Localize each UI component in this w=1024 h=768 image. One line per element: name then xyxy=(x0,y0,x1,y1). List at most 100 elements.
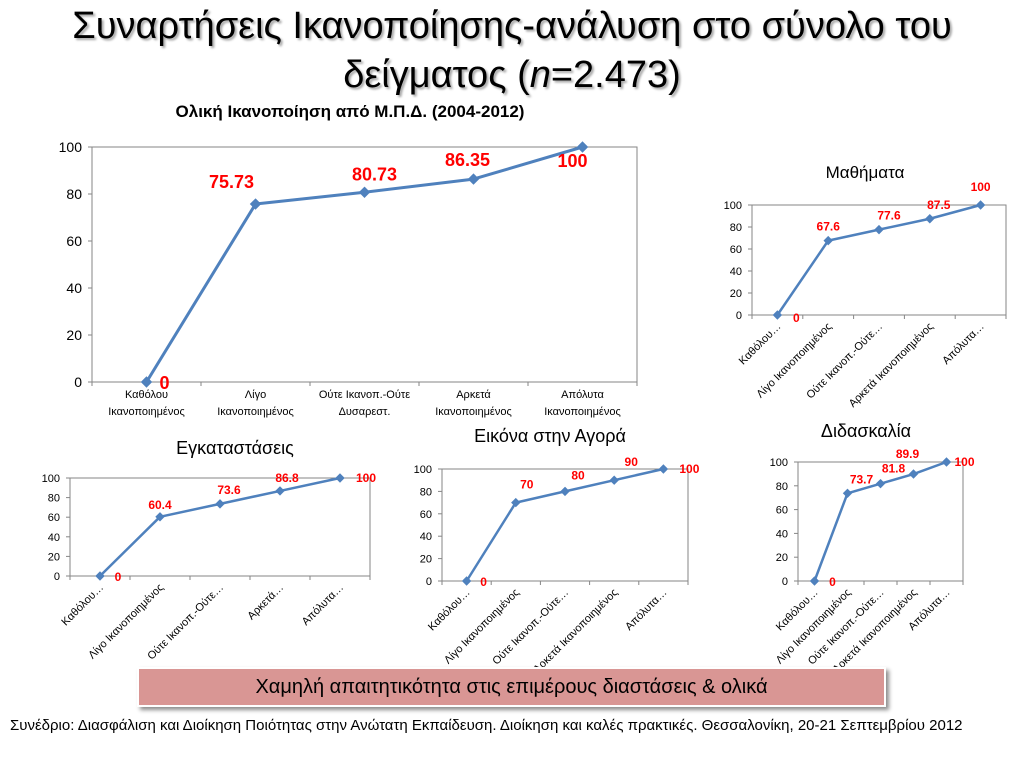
conference-footer: Συνέδριο: Διασφάλιση και Διοίκηση Ποιότη… xyxy=(10,717,963,734)
y-tick-label: 60 xyxy=(730,244,742,256)
data-point-marker xyxy=(874,224,884,235)
y-tick-label: 20 xyxy=(66,327,82,343)
y-tick-label: 40 xyxy=(420,531,432,543)
data-label: 87.5 xyxy=(927,198,951,212)
x-category-label: Απόλυτα Ικανοποιημένος xyxy=(544,389,621,418)
chart-title: Μαθήματα xyxy=(826,163,905,182)
data-point-marker xyxy=(155,512,165,522)
y-tick-label: 100 xyxy=(414,464,432,476)
y-tick-label: 100 xyxy=(724,200,742,212)
data-label: 77.6 xyxy=(877,209,901,223)
x-category-label: Αρκετά… xyxy=(245,582,286,623)
data-label: 80 xyxy=(571,468,585,482)
data-label: 80.73 xyxy=(352,164,397,184)
data-label: 0 xyxy=(793,311,800,325)
y-tick-label: 100 xyxy=(770,457,788,469)
data-point-marker xyxy=(467,173,480,185)
conclusion-banner: Χαμηλή απαιτητικότητα στις επιμέρους δια… xyxy=(137,667,886,707)
slide-title-line2-post: =2.473) xyxy=(550,54,681,96)
x-category-label: Καθόλου… xyxy=(59,582,106,629)
data-point-marker xyxy=(609,475,619,485)
slide-title-line1: Συναρτήσεις Ικανοποίησης-ανάλυση στο σύν… xyxy=(72,5,952,47)
data-label: 70 xyxy=(520,478,534,492)
data-point-marker xyxy=(823,235,833,246)
x-category-label: Αρκετά Ικανοποιημένος xyxy=(847,321,936,410)
data-point-marker xyxy=(249,198,262,210)
data-label: 81.8 xyxy=(882,462,906,476)
slide-title-line2-pre: δείγματος ( xyxy=(343,54,530,96)
y-tick-label: 20 xyxy=(48,551,60,563)
y-tick-label: 60 xyxy=(66,233,82,249)
data-point-marker xyxy=(941,457,952,467)
y-tick-label: 20 xyxy=(776,552,788,564)
y-tick-label: 80 xyxy=(776,481,788,493)
slide-title-n: n xyxy=(529,54,551,96)
data-label: 89.9 xyxy=(896,447,920,461)
chart-title: Ολική Ικανοποίηση από Μ.Π.Δ. (2004-2012) xyxy=(176,102,525,121)
data-point-marker xyxy=(95,571,105,581)
data-label: 0 xyxy=(480,575,487,589)
x-category-label: Απόλυτα… xyxy=(623,587,669,633)
data-label: 100 xyxy=(356,471,376,485)
data-point-marker xyxy=(842,488,853,499)
y-tick-label: 60 xyxy=(776,505,788,517)
data-label: 86.8 xyxy=(275,471,299,485)
plot-area xyxy=(441,468,689,582)
data-label: 100 xyxy=(557,151,587,171)
chart-title: Εγκαταστάσεις xyxy=(176,438,294,458)
y-tick-label: 20 xyxy=(730,288,742,300)
slide-title: Συναρτήσεις Ικανοποίησης-ανάλυση στο σύν… xyxy=(0,2,1024,100)
data-point-marker xyxy=(809,576,820,586)
y-tick-label: 60 xyxy=(420,509,432,521)
data-point-marker xyxy=(511,497,521,508)
data-point-marker xyxy=(975,200,986,210)
data-point-marker xyxy=(908,469,919,479)
y-tick-label: 40 xyxy=(66,280,82,296)
y-tick-label: 0 xyxy=(74,374,82,390)
data-label: 75.73 xyxy=(209,172,254,192)
data-point-marker xyxy=(140,376,153,388)
data-point-marker xyxy=(772,310,783,320)
x-category-label: Αρκετά Ικανοποιημένος xyxy=(435,389,512,418)
data-label: 100 xyxy=(971,180,991,194)
data-point-marker xyxy=(335,473,345,483)
data-point-marker xyxy=(461,576,472,586)
data-point-marker xyxy=(875,478,886,489)
chart-market-image: Εικόνα στην Αγορά020406080100Καθόλου…Λίγ… xyxy=(414,426,700,676)
y-tick-label: 80 xyxy=(420,486,432,498)
x-category-label: Απόλυτα… xyxy=(300,582,346,628)
data-label: 73.6 xyxy=(217,483,241,497)
y-tick-label: 40 xyxy=(776,528,788,540)
data-label: 67.6 xyxy=(817,220,841,234)
x-category-label: Ούτε Ικανοπ.-Ούτε Δυσαρεστ. xyxy=(319,389,410,418)
data-label: 60.4 xyxy=(148,498,172,512)
y-tick-label: 60 xyxy=(48,512,60,524)
data-point-marker xyxy=(358,186,371,198)
data-point-marker xyxy=(560,486,570,497)
series-line xyxy=(465,467,665,583)
data-point-marker xyxy=(215,499,225,509)
y-tick-label: 0 xyxy=(736,310,742,322)
y-tick-label: 40 xyxy=(48,532,60,544)
chart-title: Εικόνα στην Αγορά xyxy=(474,426,626,446)
data-label: 100 xyxy=(679,462,699,476)
x-category-label: Καθόλου… xyxy=(426,587,473,634)
y-tick-label: 80 xyxy=(48,493,60,505)
chart-overall: Ολική Ικανοποίηση από Μ.Π.Δ. (2004-2012)… xyxy=(59,102,638,418)
conclusion-banner-text: Χαμηλή απαιτητικότητα στις επιμέρους δια… xyxy=(255,676,768,698)
y-tick-label: 100 xyxy=(59,139,83,155)
data-label: 73.7 xyxy=(850,472,874,486)
data-point-marker xyxy=(925,214,935,224)
y-tick-label: 0 xyxy=(782,576,788,588)
y-tick-label: 0 xyxy=(426,576,432,588)
chart-title: Διδασκαλία xyxy=(821,421,911,441)
data-label: 0 xyxy=(115,570,122,584)
data-label: 90 xyxy=(625,455,639,469)
data-label: 0 xyxy=(829,575,836,589)
x-category-label: Καθόλου Ικανοποιημένος xyxy=(108,389,185,418)
y-tick-label: 80 xyxy=(66,186,82,202)
x-category-label: Αρκετά Ικανοποιημένος xyxy=(531,587,620,676)
